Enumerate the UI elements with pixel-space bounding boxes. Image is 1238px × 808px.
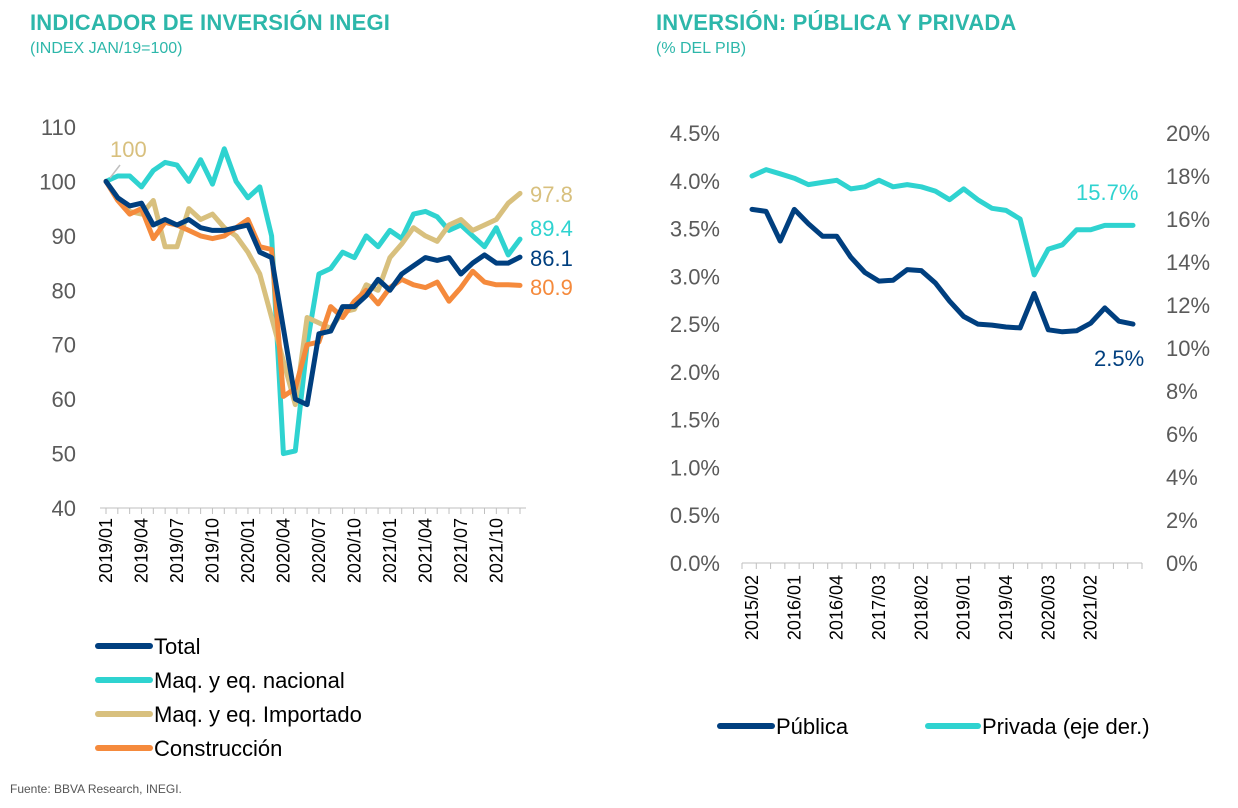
chart1-ytick-40: 40 [52,496,76,521]
chart2-xtick-label-2017/03: 2017/03 [869,575,889,640]
chart1-xtick-label-2021/07: 2021/07 [451,518,471,583]
chart1-series-total [103,178,523,408]
chart2-ytick-right-4%: 4% [1166,465,1198,490]
chart2-ytick-right-12%: 12% [1166,293,1210,318]
chart2-xtick-label-2018/02: 2018/02 [911,575,931,640]
chart2-ytick-right-6%: 6% [1166,422,1198,447]
chart2-legend-label-privada: Privada (eje der.) [982,714,1150,739]
chart2-ytick-left-0.5%: 0.5% [670,503,720,528]
chart2-xtick-label-2016/04: 2016/04 [827,575,847,640]
chart2-ytick-left-2.0%: 2.0% [670,360,720,385]
chart2-ytick-left-1.0%: 1.0% [670,455,720,480]
chart1-ytick-60: 60 [52,387,76,412]
chart1-xtick-label-2021/01: 2021/01 [380,518,400,583]
chart2-label-privada: 15.7% [1076,180,1138,205]
chart2-ytick-left-3.5%: 3.5% [670,217,720,242]
source-note: Fuente: BBVA Research, INEGI. [10,782,182,796]
chart1-xtick-label-2019/01: 2019/01 [96,518,116,583]
chart2-ytick-left-2.5%: 2.5% [670,312,720,337]
chart1-label-importado_start: 100 [110,137,147,162]
chart2-ytick-left-4.5%: 4.5% [670,121,720,146]
chart2-ytick-right-2%: 2% [1166,508,1198,533]
chart2-series-privada [749,167,1136,278]
chart2-ytick-right-8%: 8% [1166,379,1198,404]
chart1-xtick-label-2020/04: 2020/04 [273,518,293,583]
chart1-xtick-label-2020/01: 2020/01 [238,518,258,583]
chart1-xtick-label-2021/10: 2021/10 [486,518,506,583]
chart2-ytick-left-4.0%: 4.0% [670,169,720,194]
chart2-title: INVERSIÓN: PÚBLICA Y PRIVADA [656,10,1017,35]
chart2-xtick-label-2019/04: 2019/04 [996,575,1016,640]
chart2-xtick-label-2019/01: 2019/01 [954,575,974,640]
chart1-label-construccion: 80.9 [530,275,573,300]
chart2-ytick-right-0%: 0% [1166,551,1198,576]
chart1-subtitle: (INDEX JAN/19=100) [30,40,183,57]
chart2-label-publica: 2.5% [1094,346,1144,371]
chart1-ytick-110: 110 [41,115,76,140]
chart2-legend-label-publica: Pública [776,714,849,739]
chart2-ytick-left-0.0%: 0.0% [670,551,720,576]
chart2-subtitle: (% DEL PIB) [656,40,747,57]
chart2-ytick-left-1.5%: 1.5% [670,408,720,433]
chart1-xtick-label-2019/04: 2019/04 [131,518,151,583]
chart1-label-nacional: 89.4 [530,216,573,241]
chart1-ytick-50: 50 [52,442,76,467]
chart1-series-importado [103,178,523,408]
chart1-label-leader [109,164,121,179]
chart1-ytick-70: 70 [52,333,76,358]
chart2-ytick-right-14%: 14% [1166,250,1210,275]
chart1-xtick-label-2019/10: 2019/10 [202,518,222,583]
chart1-ytick-80: 80 [52,278,76,303]
chart1-title: INDICADOR DE INVERSIÓN INEGI [30,10,391,35]
chart1-legend-label-construccion: Construcción [154,736,282,761]
chart2-ytick-right-20%: 20% [1166,121,1210,146]
chart2-ytick-right-16%: 16% [1166,207,1210,232]
chart1-xtick-label-2021/04: 2021/04 [415,518,435,583]
chart1-legend-label-importado: Maq. y eq. Importado [154,702,362,727]
chart2-xtick-label-2020/03: 2020/03 [1038,575,1058,640]
chart2-ytick-left-3.0%: 3.0% [670,264,720,289]
chart1-label-total: 86.1 [530,246,573,271]
chart1-xtick-label-2019/07: 2019/07 [167,518,187,583]
chart2-ytick-right-10%: 10% [1166,336,1210,361]
chart1-label-importado: 97.8 [530,182,573,207]
chart1-series-nacional [103,146,523,457]
chart1-ytick-90: 90 [52,224,76,249]
chart1-legend-label-nacional: Maq. y eq. nacional [154,668,345,693]
chart1-legend-label-total: Total [154,634,200,659]
chart2-series-publica [749,206,1136,335]
chart1-xtick-label-2020/07: 2020/07 [309,518,329,583]
chart1-ytick-100: 100 [39,169,76,194]
chart1-xtick-label-2020/10: 2020/10 [344,518,364,583]
chart2-ytick-right-18%: 18% [1166,164,1210,189]
chart2-xtick-label-2016/01: 2016/01 [784,575,804,640]
chart2-xtick-label-2015/02: 2015/02 [742,575,762,640]
chart2-xtick-label-2021/02: 2021/02 [1081,575,1101,640]
